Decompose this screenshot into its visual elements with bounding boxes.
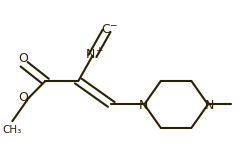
Text: −: −	[109, 20, 116, 29]
Text: O: O	[18, 91, 28, 104]
Text: N: N	[85, 48, 94, 61]
Text: CH₃: CH₃	[3, 125, 22, 135]
Text: O: O	[18, 52, 28, 65]
Text: N: N	[138, 99, 147, 112]
Text: +: +	[94, 46, 102, 55]
Text: C: C	[100, 23, 109, 36]
Text: N: N	[204, 99, 213, 112]
